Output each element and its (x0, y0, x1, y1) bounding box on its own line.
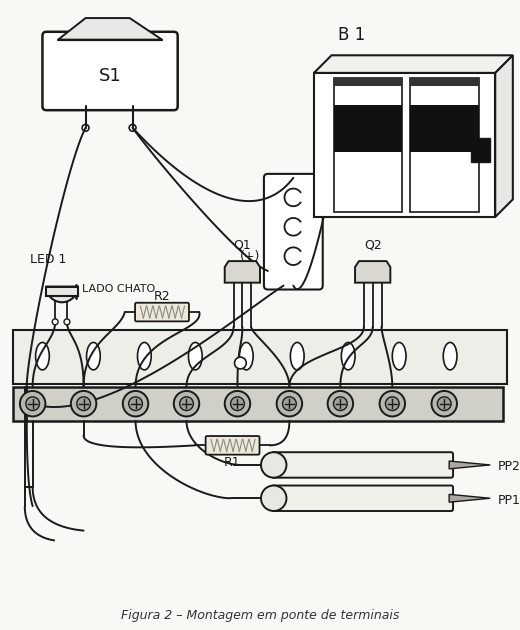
Bar (13, 329, 507, 384)
Bar (314, 73, 495, 217)
Text: B 1: B 1 (339, 26, 366, 43)
Text: (+): (+) (240, 249, 261, 263)
Circle shape (333, 397, 347, 411)
Circle shape (71, 391, 96, 416)
Polygon shape (314, 55, 513, 73)
Circle shape (26, 397, 40, 411)
Polygon shape (225, 261, 260, 283)
Text: PP2: PP2 (498, 461, 520, 473)
FancyBboxPatch shape (205, 436, 259, 455)
Ellipse shape (137, 343, 151, 370)
Circle shape (277, 391, 302, 416)
Bar (410, 105, 478, 152)
Text: LED 1: LED 1 (30, 253, 66, 266)
Ellipse shape (188, 343, 202, 370)
Bar (333, 105, 402, 152)
Polygon shape (449, 495, 490, 502)
Circle shape (235, 357, 246, 369)
Text: LADO CHATO: LADO CHATO (82, 284, 155, 294)
Circle shape (64, 319, 70, 325)
Circle shape (432, 391, 457, 416)
Circle shape (52, 319, 58, 325)
Ellipse shape (86, 343, 100, 370)
Polygon shape (58, 18, 162, 40)
Text: Q2: Q2 (364, 238, 382, 251)
Circle shape (123, 391, 148, 416)
Circle shape (128, 397, 142, 411)
Ellipse shape (239, 343, 253, 370)
Polygon shape (495, 55, 513, 217)
Ellipse shape (341, 343, 355, 370)
Circle shape (20, 391, 45, 416)
Bar (13, 387, 503, 421)
Text: Figura 2 – Montagem em ponte de terminais: Figura 2 – Montagem em ponte de terminai… (121, 609, 399, 622)
Ellipse shape (392, 343, 406, 370)
Circle shape (282, 397, 296, 411)
FancyBboxPatch shape (135, 303, 189, 321)
FancyBboxPatch shape (272, 452, 453, 478)
Text: R1: R1 (224, 457, 241, 469)
Circle shape (77, 397, 90, 411)
Circle shape (261, 452, 287, 478)
Text: S1: S1 (99, 67, 122, 85)
Bar (471, 137, 490, 162)
Ellipse shape (290, 343, 304, 370)
Text: PP1: PP1 (498, 494, 520, 507)
Circle shape (129, 124, 136, 131)
Circle shape (230, 397, 244, 411)
Circle shape (261, 486, 287, 511)
Polygon shape (355, 261, 391, 283)
Circle shape (437, 397, 451, 411)
Circle shape (179, 397, 193, 411)
Polygon shape (449, 461, 490, 469)
Text: Q1: Q1 (233, 238, 251, 251)
Circle shape (82, 124, 89, 131)
Circle shape (225, 391, 250, 416)
Circle shape (385, 397, 399, 411)
FancyBboxPatch shape (272, 486, 453, 511)
Bar (410, 78, 478, 212)
FancyBboxPatch shape (264, 174, 323, 290)
Ellipse shape (35, 343, 49, 370)
Bar (333, 78, 402, 212)
Circle shape (380, 391, 405, 416)
Bar (333, 78, 402, 86)
Circle shape (328, 391, 353, 416)
Wedge shape (46, 287, 77, 302)
Ellipse shape (443, 343, 457, 370)
Circle shape (174, 391, 199, 416)
Bar (410, 78, 478, 86)
Text: R2: R2 (154, 290, 171, 303)
FancyBboxPatch shape (43, 32, 178, 110)
Bar (46, 287, 77, 296)
